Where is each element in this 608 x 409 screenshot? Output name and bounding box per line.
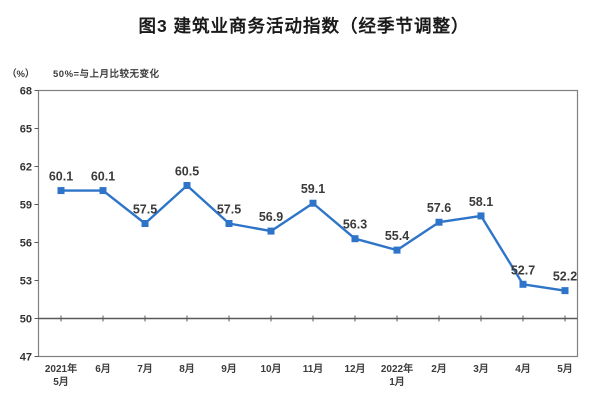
data-point-marker [99,187,107,195]
data-point-marker [309,199,317,207]
x-axis-label: 6月 [95,363,111,375]
data-point-marker [435,218,443,226]
data-point-label: 56.9 [259,210,283,224]
data-point-label: 56.3 [343,218,367,232]
x-axis-label: 4月 [515,363,531,375]
y-axis-tick-label: 65 [20,124,32,136]
y-axis-tick-label: 50 [20,314,32,326]
data-point-label: 60.1 [91,170,115,184]
data-point-marker [141,220,149,227]
y-axis-tick-label: 62 [20,162,32,174]
data-point-label: 57.5 [133,203,157,217]
data-point-marker [183,182,191,189]
data-point-marker [393,246,401,254]
x-axis-label: 7月 [137,363,153,375]
data-point-label: 52.7 [511,263,535,277]
data-point-marker [225,220,233,227]
x-axis-label: 5月 [557,363,573,375]
x-axis-label: 2月 [431,363,447,375]
y-axis-tick-label: 56 [20,238,32,250]
x-axis-label: 12月 [344,363,365,375]
data-point-marker [267,227,275,235]
x-axis-label: 2021年 [45,362,77,375]
x-axis-label: 8月 [179,363,195,375]
x-axis-label: 5月 [53,376,69,388]
x-axis-label: 10月 [260,363,281,375]
y-axis-tick-label: 68 [20,86,32,98]
x-axis-label: 11月 [303,363,324,375]
x-axis-label: 9月 [221,363,237,375]
x-axis-label: 1月 [389,376,405,388]
data-point-label: 60.5 [175,165,199,179]
x-axis-label: 3月 [473,363,489,375]
plot-border [37,89,579,358]
data-point-label: 57.6 [427,201,451,215]
x-axis-label: 2022年 [381,362,413,375]
data-point-label: 59.1 [301,182,325,196]
data-point-label: 57.5 [217,203,241,217]
data-point-label: 58.1 [469,195,493,209]
data-point-marker [57,187,65,195]
data-point-label: 52.2 [553,270,577,284]
y-axis-tick-label: 53 [20,276,32,288]
data-point-marker [519,280,527,288]
chart-title: 图3 建筑业商务活动指数（经季节调整） [138,16,470,36]
reference-note-label: 50%=与上月比较无变化 [53,69,160,80]
data-point-marker [351,235,359,243]
data-point-label: 60.1 [49,170,73,184]
y-axis-unit-label: （%） [7,69,35,80]
data-point-marker [561,287,569,295]
y-axis-tick-label: 59 [20,200,32,212]
data-point-marker [477,212,485,220]
y-axis-tick-label: 47 [20,352,32,364]
data-point-label: 55.4 [385,229,409,243]
